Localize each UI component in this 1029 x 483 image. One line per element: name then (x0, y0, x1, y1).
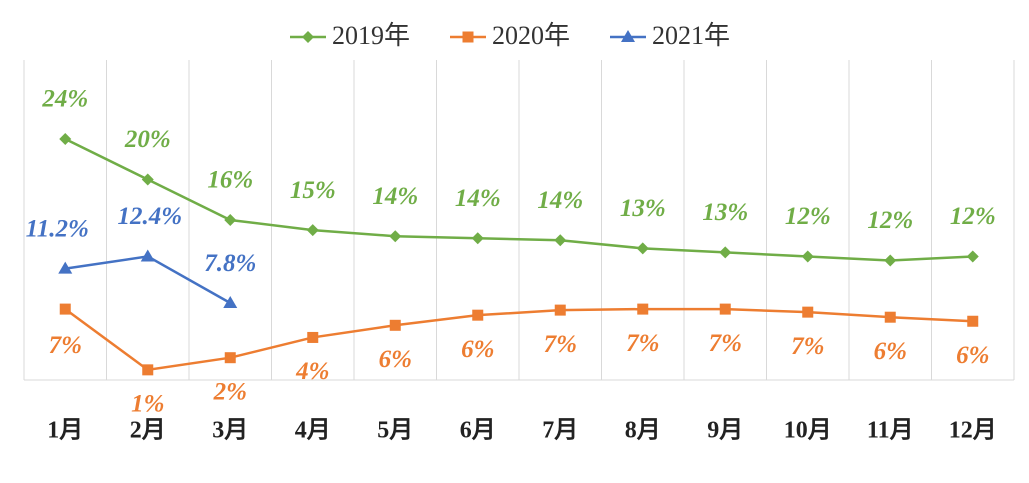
x-tick-label: 6月 (460, 418, 496, 444)
marker (966, 250, 979, 263)
x-tick-label: 4月 (295, 418, 331, 444)
data-label: 6% (379, 346, 412, 373)
marker (142, 364, 154, 376)
marker (636, 242, 649, 255)
marker (884, 254, 897, 267)
marker (389, 319, 401, 331)
marker (141, 173, 154, 186)
marker (59, 303, 71, 315)
data-label: 6% (461, 336, 494, 363)
data-label: 13% (702, 199, 748, 226)
marker (389, 230, 402, 243)
marker (224, 352, 236, 364)
data-label: 15% (290, 177, 336, 204)
data-label: 7% (544, 331, 577, 358)
x-tick-label: 11月 (867, 418, 914, 444)
x-tick-label: 5月 (377, 418, 413, 444)
marker (58, 261, 73, 274)
x-tick-label: 2月 (130, 418, 166, 444)
data-label: 20% (124, 126, 171, 153)
marker (224, 214, 237, 226)
data-label: 14% (455, 185, 501, 212)
marker (884, 311, 896, 323)
data-label: 4% (295, 358, 329, 385)
data-label: 6% (956, 342, 989, 369)
marker (802, 306, 814, 318)
marker (462, 31, 474, 43)
data-label: 14% (537, 187, 583, 214)
marker (471, 232, 484, 245)
marker (719, 303, 731, 315)
data-label: 14% (372, 183, 418, 210)
x-tick-label: 3月 (212, 418, 248, 444)
marker (306, 224, 319, 237)
data-label: 2% (213, 378, 247, 405)
marker (554, 304, 566, 316)
data-label: 7.8% (204, 250, 256, 277)
marker (302, 31, 314, 43)
x-tick-label: 10月 (784, 418, 832, 444)
marker (967, 315, 979, 327)
data-label: 24% (41, 86, 88, 113)
marker (621, 30, 635, 42)
x-tick-label: 1月 (47, 418, 83, 444)
data-label: 6% (874, 338, 907, 365)
marker (472, 309, 484, 321)
legend-label: 2019年 (332, 21, 410, 50)
data-label: 12.4% (117, 203, 182, 230)
marker (637, 303, 649, 315)
series-line (64, 137, 973, 262)
marker (223, 296, 238, 309)
legend-label: 2020年 (492, 21, 570, 50)
data-label: 7% (49, 332, 82, 359)
legend-label: 2021年 (652, 21, 730, 50)
marker (554, 234, 567, 247)
data-label: 7% (626, 330, 659, 357)
marker (307, 331, 319, 343)
x-tick-label: 7月 (542, 418, 578, 444)
data-label: 11.2% (26, 215, 89, 242)
marker (801, 250, 814, 263)
series-line (64, 307, 973, 372)
x-tick-label: 8月 (625, 418, 661, 444)
data-label: 12% (785, 203, 831, 230)
data-label: 7% (791, 333, 824, 360)
marker (59, 133, 72, 145)
data-label: 16% (207, 167, 253, 194)
x-tick-label: 12月 (949, 418, 997, 444)
data-label: 12% (950, 203, 996, 230)
x-tick-label: 9月 (707, 418, 743, 444)
data-label: 12% (867, 207, 913, 234)
data-label: 13% (620, 195, 666, 222)
data-label: 7% (709, 330, 742, 357)
marker (719, 246, 732, 259)
marker (140, 249, 155, 262)
data-label: 1% (131, 391, 164, 418)
